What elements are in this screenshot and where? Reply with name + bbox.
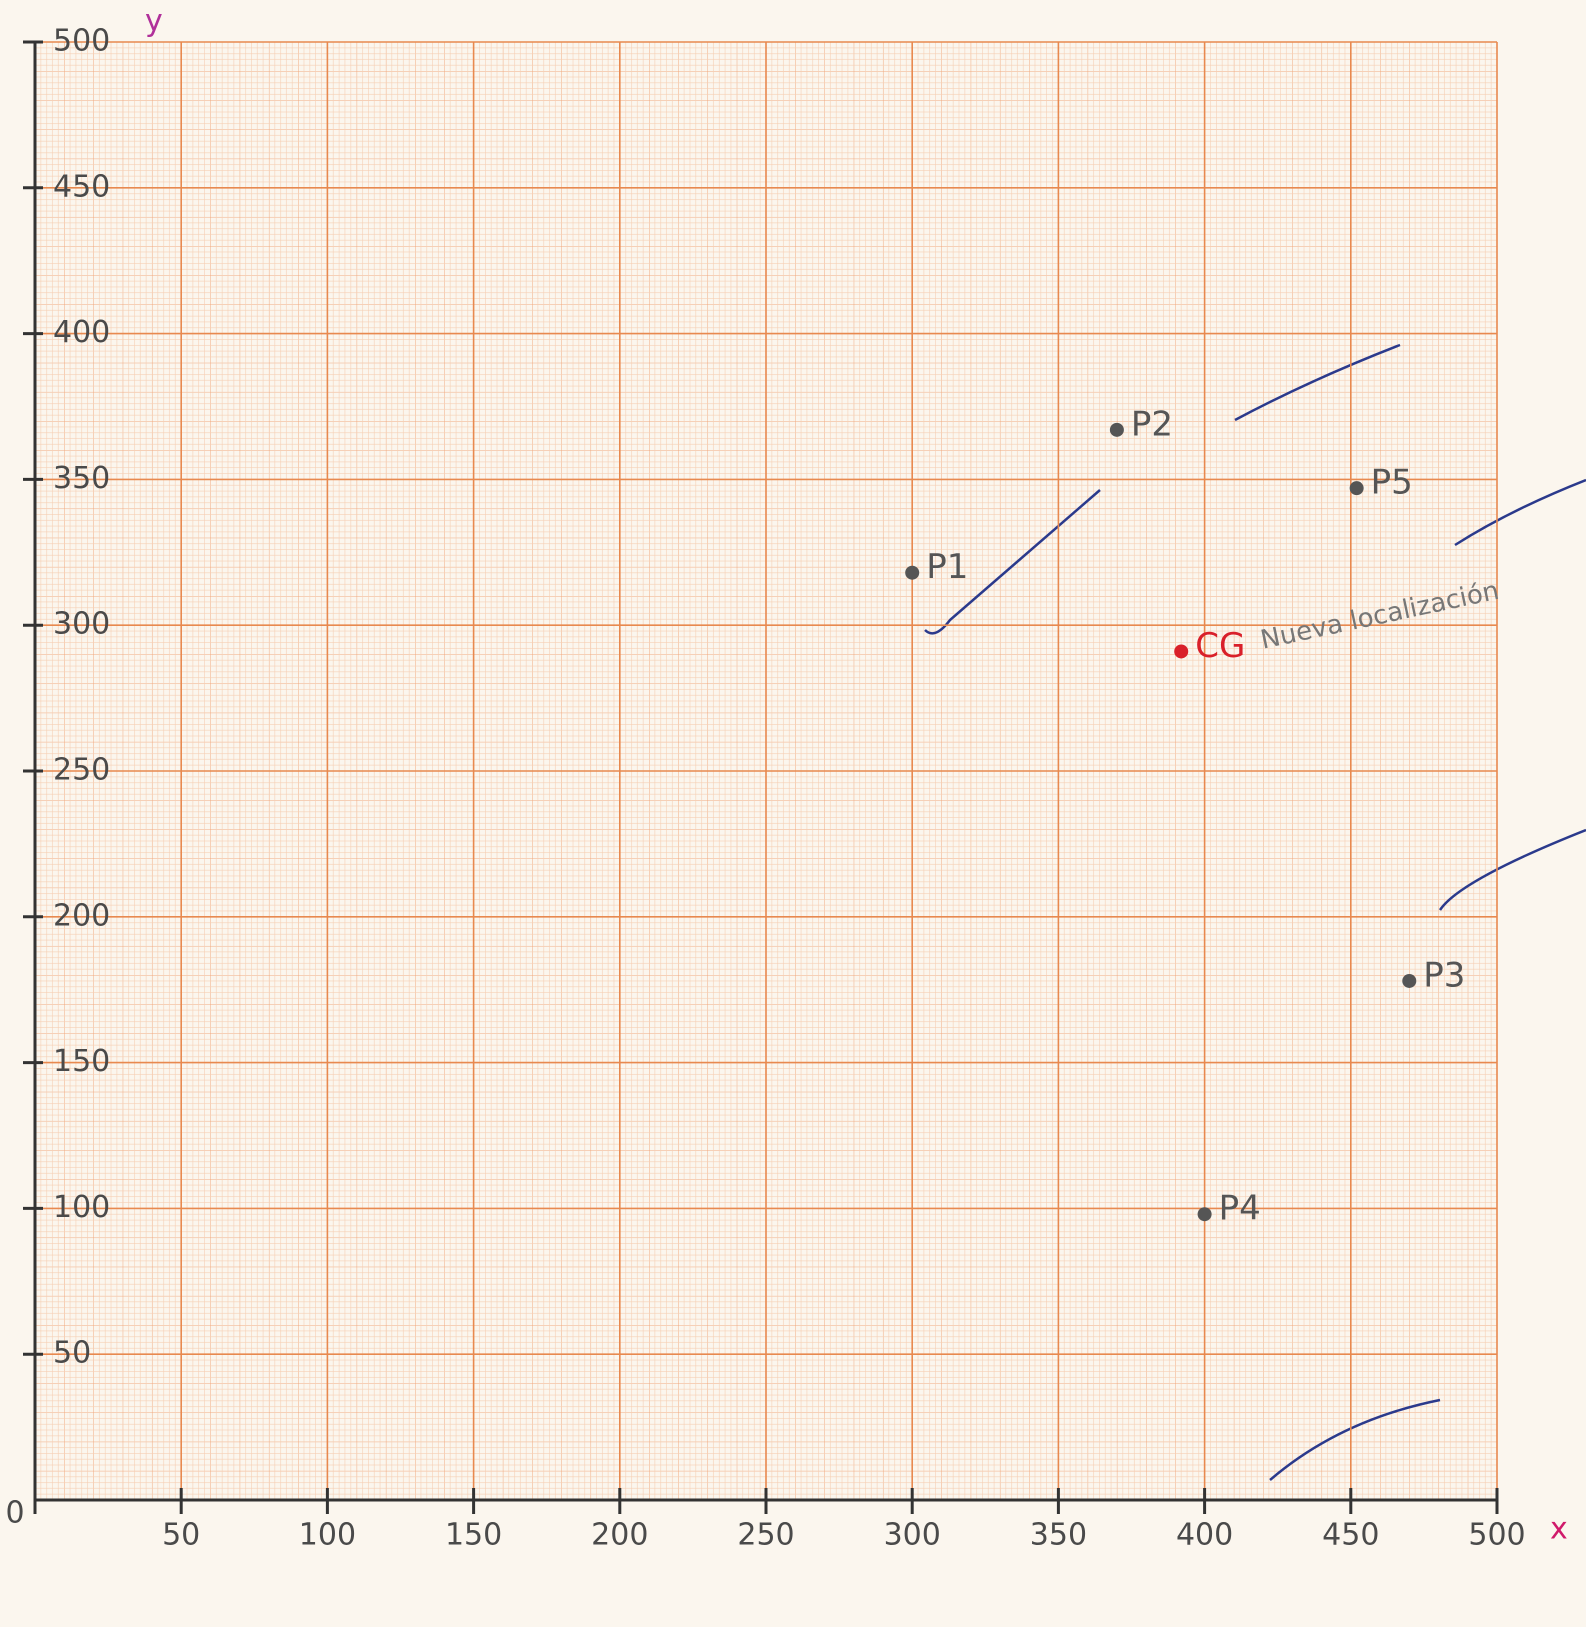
y-tick-label: 200	[53, 898, 110, 933]
x-tick-label: 400	[1176, 1518, 1233, 1553]
x-tick-label: 0	[5, 1496, 24, 1531]
x-tick-label: 200	[591, 1518, 648, 1553]
point-label: P2	[1131, 404, 1173, 444]
y-tick-label: 50	[53, 1336, 91, 1371]
point	[905, 566, 919, 580]
point	[1350, 481, 1364, 495]
point-label: P4	[1219, 1189, 1261, 1229]
y-tick-label: 500	[53, 24, 110, 59]
x-tick-label: 350	[1030, 1518, 1087, 1553]
x-tick-label: 450	[1322, 1518, 1379, 1553]
point-label: P1	[926, 547, 968, 587]
x-tick-label: 50	[162, 1518, 200, 1553]
y-tick-label: 450	[53, 169, 110, 204]
point	[1174, 644, 1188, 658]
y-axis-label: y	[145, 4, 163, 39]
x-tick-label: 150	[445, 1518, 502, 1553]
y-tick-label: 300	[53, 607, 110, 642]
point-label: CG	[1195, 626, 1245, 666]
point	[1198, 1207, 1212, 1221]
y-tick-label: 250	[53, 753, 110, 788]
y-tick-label: 150	[53, 1044, 110, 1079]
x-tick-label: 100	[299, 1518, 356, 1553]
y-tick-label: 400	[53, 315, 110, 350]
x-tick-label: 300	[884, 1518, 941, 1553]
point	[1402, 974, 1416, 988]
y-tick-label: 350	[53, 461, 110, 496]
point	[1110, 423, 1124, 437]
x-tick-label: 500	[1468, 1518, 1525, 1553]
y-tick-label: 100	[53, 1190, 110, 1225]
point-label: P3	[1423, 955, 1465, 995]
point-label: P5	[1371, 463, 1413, 503]
chart: 0 50 100 150 200 250 300 350 400 450 500 50 100 150 20…	[0, 0, 1586, 1627]
x-axis-label: x	[1550, 1512, 1568, 1547]
x-tick-label: 250	[737, 1518, 794, 1553]
